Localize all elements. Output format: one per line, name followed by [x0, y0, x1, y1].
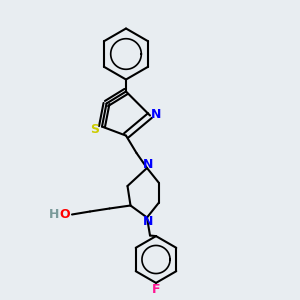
Text: O: O — [59, 208, 70, 221]
Text: H: H — [49, 208, 59, 221]
Text: N: N — [142, 214, 153, 228]
Text: F: F — [152, 283, 160, 296]
Text: N: N — [142, 158, 153, 171]
Text: N: N — [151, 107, 161, 121]
Text: S: S — [90, 122, 99, 136]
